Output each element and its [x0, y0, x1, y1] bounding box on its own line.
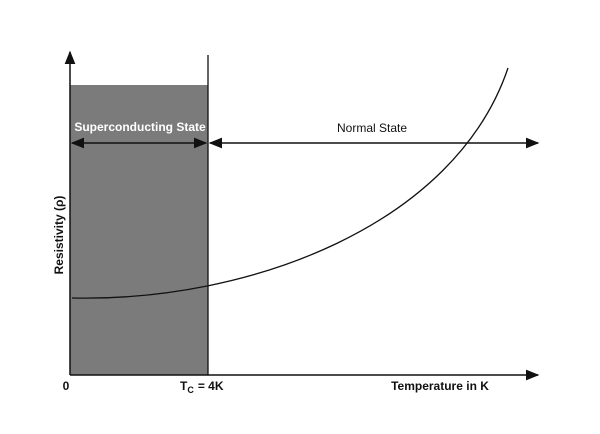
x-axis-label: Temperature in K [391, 379, 489, 393]
origin-label: 0 [63, 379, 70, 393]
tc-symbol: T [180, 379, 188, 393]
tc-subscript: C [187, 385, 194, 395]
y-axis-label: Resistivity (ρ) [52, 196, 66, 275]
normal-label: Normal State [337, 121, 407, 135]
superconducting-region [70, 85, 208, 375]
tc-value: = 4K [198, 379, 224, 393]
resistivity-curve [71, 67, 509, 299]
tc-label: TC = 4K [180, 379, 224, 395]
superconducting-label: Superconducting State [74, 120, 206, 134]
